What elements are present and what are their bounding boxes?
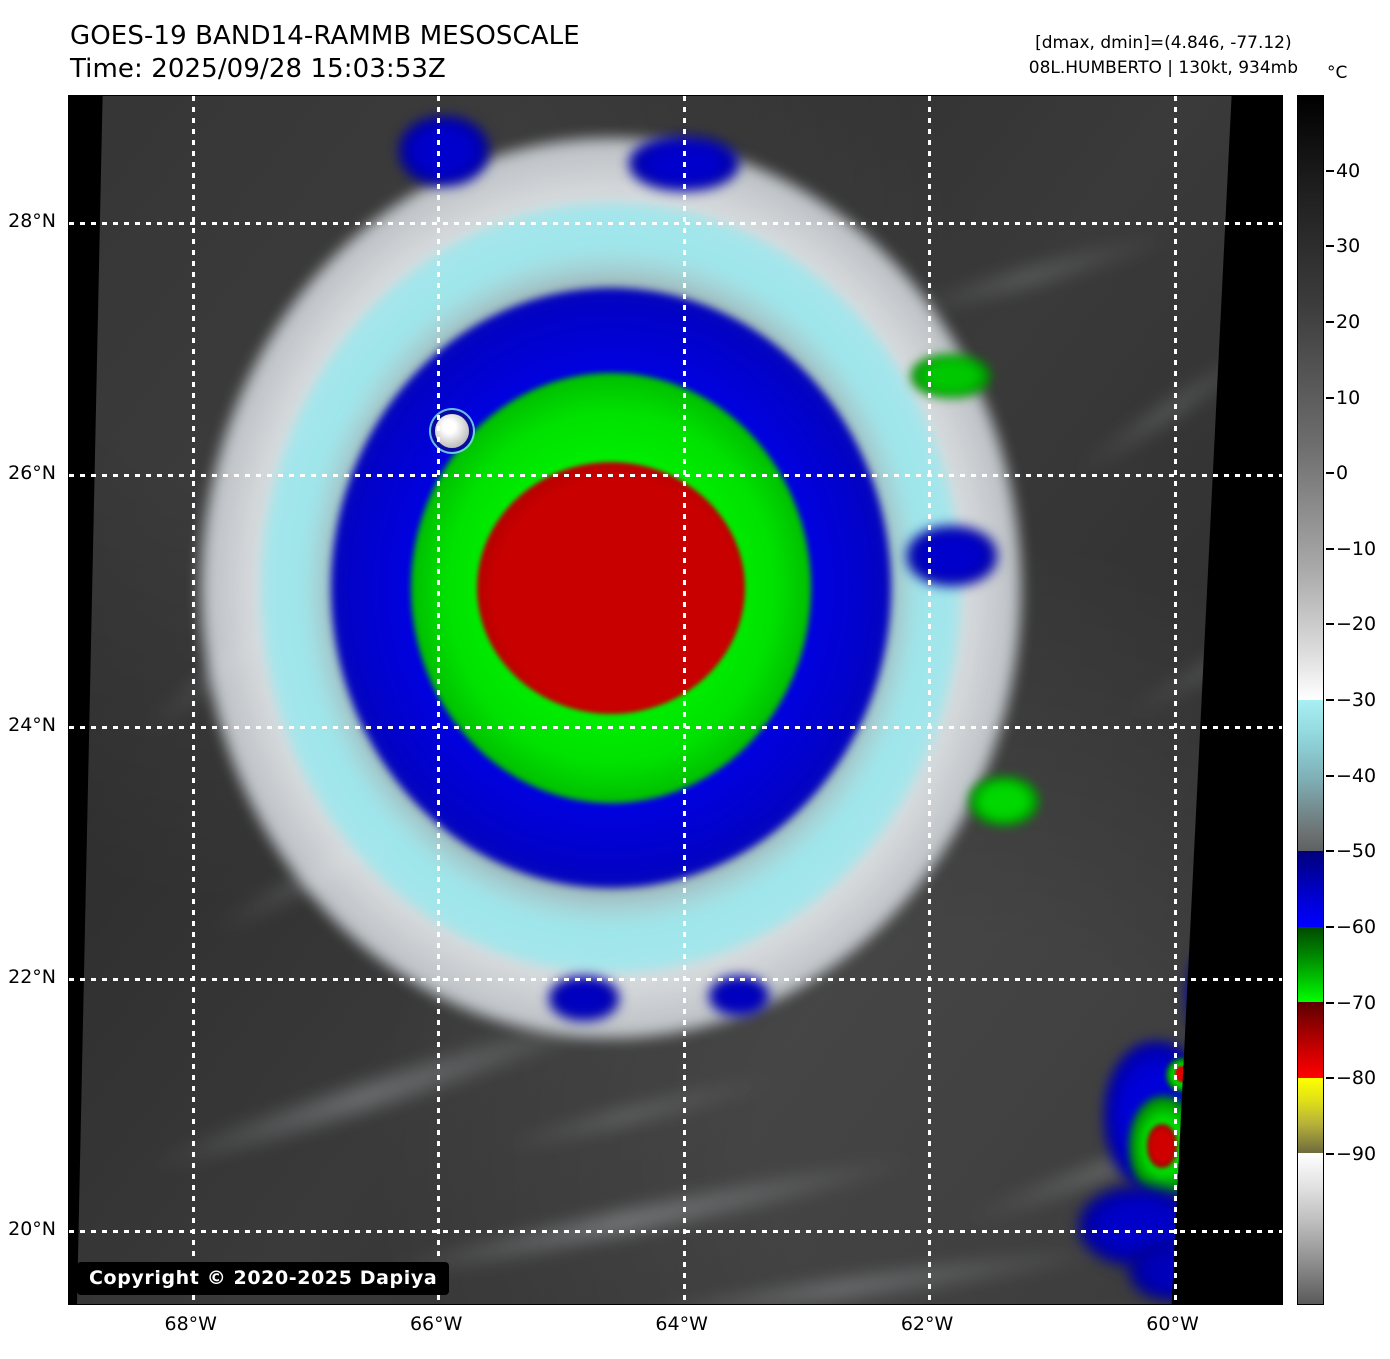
colorbar-label--80: −80 [1336, 1067, 1377, 1090]
lon-tick-60°W: 60°W [1146, 1313, 1199, 1335]
colorbar-label-30: 30 [1336, 235, 1361, 258]
gridline-lat-26°N [69, 474, 1282, 478]
colorbar-tick--70 [1326, 1001, 1334, 1004]
colorbar-tick--80 [1326, 1077, 1334, 1080]
colorbar-label-20: 20 [1336, 310, 1361, 333]
cell-green-e-1 [969, 776, 1039, 826]
gridline-lon-60°W [1173, 96, 1177, 1304]
colorbar-label--90: −90 [1336, 1142, 1377, 1165]
gridline-lon-62°W [928, 96, 932, 1304]
metadata-block: [dmax, dmin]=(4.846, -77.12) 08L.HUMBERT… [1029, 31, 1298, 80]
satellite-image-plot[interactable]: Copyright © 2020-2025 Dapiya [68, 95, 1283, 1305]
cell-blue-ne-1 [907, 526, 997, 586]
gridline-lat-20°N [69, 1230, 1282, 1234]
colorbar-tick-20 [1326, 320, 1334, 323]
gridline-lon-68°W [191, 96, 195, 1304]
lat-tick-24°N: 24°N [8, 714, 56, 737]
colorbar-tick--30 [1326, 699, 1334, 701]
colorbar-tick--90 [1326, 1152, 1334, 1155]
colorbar-tick-0 [1326, 472, 1334, 475]
storm-readout: 08L.HUMBERTO | 130kt, 934mb [1028, 57, 1298, 78]
colorbar-grayscale-warm [1298, 96, 1323, 700]
colorbar-label-10: 10 [1336, 386, 1361, 409]
colorbar-green-band [1298, 926, 1323, 1002]
colorbar-tick--50 [1326, 850, 1334, 853]
colorbar-cold-gray-band [1298, 1153, 1323, 1304]
satellite-imagery [69, 96, 1282, 1304]
title-block: GOES-19 BAND14-RAMMB MESOSCALE Time: 202… [70, 20, 580, 87]
colorbar-label-40: 40 [1336, 159, 1361, 182]
colorbar-label--10: −10 [1336, 537, 1377, 560]
colorbar-yellow-band [1298, 1077, 1323, 1153]
lon-tick-62°W: 62°W [900, 1313, 954, 1335]
lon-tick-66°W: 66°W [409, 1313, 463, 1335]
lat-tick-28°N: 28°N [8, 210, 56, 233]
colorbar-label--50: −50 [1336, 840, 1377, 863]
colorbar-label--20: −20 [1336, 613, 1377, 636]
colorbar-cyan-band [1298, 700, 1323, 851]
colorbar-unit-label: °C [1327, 63, 1348, 83]
colorbar-tick-30 [1326, 245, 1334, 248]
colorbar-tick-40 [1326, 169, 1334, 172]
colorbar-label--70: −70 [1336, 991, 1377, 1014]
cell-green-ne-1 [911, 354, 991, 398]
colorbar-tick--60 [1326, 925, 1334, 928]
colorbar-red-band [1298, 1002, 1323, 1078]
colorbar-blue-band [1298, 851, 1323, 927]
product-title: GOES-19 BAND14-RAMMB MESOSCALE [70, 21, 580, 51]
colorbar-label-0: 0 [1336, 462, 1349, 485]
timestamp: Time: 2025/09/28 15:03:53Z [70, 54, 446, 85]
temperature-colorbar[interactable] [1297, 95, 1324, 1305]
red-band-minus70 [477, 462, 745, 714]
gridline-lat-24°N [69, 726, 1282, 730]
cell-blue-s-2 [709, 976, 769, 1016]
cell-blue-nw-1 [399, 116, 489, 186]
gridline-lat-22°N [69, 978, 1282, 982]
colorbar-label--60: −60 [1336, 915, 1377, 938]
cell-red-se-1 [1147, 1124, 1177, 1168]
lon-tick-68°W: 68°W [164, 1313, 217, 1335]
colorbar-tick-10 [1326, 396, 1334, 399]
lon-tick-64°W: 64°W [655, 1313, 708, 1335]
data-range-readout: [dmax, dmin]=(4.846, -77.12) [1035, 33, 1292, 53]
cloud-streak [769, 1304, 1188, 1305]
lat-tick-20°N: 20°N [8, 1218, 56, 1241]
lat-tick-22°N: 22°N [8, 966, 56, 989]
latlon-gridlines [69, 96, 1282, 1304]
hurricane-core [201, 138, 1021, 1038]
copyright-notice: Copyright © 2020-2025 Dapiya [77, 1262, 450, 1295]
colorbar-tick--20 [1326, 623, 1334, 626]
gridline-lon-66°W [437, 96, 441, 1304]
lat-tick-26°N: 26°N [8, 462, 56, 485]
colorbar-tick--10 [1326, 547, 1334, 550]
hurricane-eye [435, 414, 469, 448]
colorbar-label--30: −30 [1336, 689, 1377, 711]
cell-blue-s-1 [549, 976, 619, 1021]
colorbar-label--40: −40 [1336, 764, 1377, 787]
gridline-lon-64°W [682, 96, 686, 1304]
colorbar-tick--40 [1326, 774, 1334, 777]
gridline-lat-28°N [69, 222, 1282, 226]
